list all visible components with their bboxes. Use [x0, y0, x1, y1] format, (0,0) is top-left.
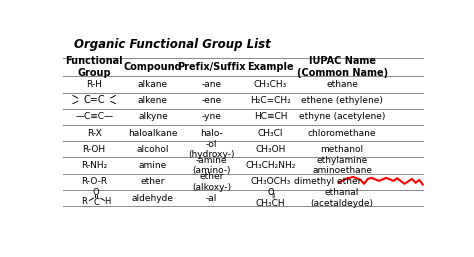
Text: halo-: halo-: [201, 129, 223, 138]
Text: -ol
(hydroxy-): -ol (hydroxy-): [189, 140, 235, 159]
Text: CH₃CH: CH₃CH: [255, 199, 285, 208]
Text: O: O: [267, 188, 274, 197]
Text: R-NH₂: R-NH₂: [81, 161, 107, 170]
Text: -al: -al: [206, 194, 218, 203]
Text: alkene: alkene: [138, 96, 168, 105]
Text: H: H: [104, 197, 110, 206]
Text: dimethyl ether: dimethyl ether: [294, 177, 361, 186]
Text: C=C: C=C: [83, 95, 105, 105]
Text: ethanal
(acetaldeyde): ethanal (acetaldeyde): [310, 188, 374, 208]
Text: R: R: [81, 197, 87, 206]
Text: alkyne: alkyne: [138, 112, 168, 121]
Text: -yne: -yne: [202, 112, 222, 121]
Text: Organic Functional Group List: Organic Functional Group List: [74, 38, 271, 51]
Text: R-OH: R-OH: [82, 145, 106, 154]
Text: ||: ||: [271, 192, 275, 198]
Text: CH₃OCH₃: CH₃OCH₃: [250, 177, 291, 186]
Text: CH₃OH: CH₃OH: [255, 145, 286, 154]
Text: haloalkane: haloalkane: [128, 129, 178, 138]
Text: Prefix/Suffix: Prefix/Suffix: [177, 62, 246, 72]
Text: R-O-R: R-O-R: [81, 177, 107, 186]
Text: -amine
(amino-): -amine (amino-): [192, 156, 231, 175]
Text: CH₃Cl: CH₃Cl: [258, 129, 283, 138]
Text: CH₃CH₃: CH₃CH₃: [254, 80, 287, 89]
Text: ethyne (acetylene): ethyne (acetylene): [299, 112, 385, 121]
Text: methanol: methanol: [320, 145, 364, 154]
Text: Compound: Compound: [124, 62, 182, 72]
Text: O: O: [93, 188, 99, 197]
Text: -ane: -ane: [201, 80, 222, 89]
Text: H₂C=CH₂: H₂C=CH₂: [250, 96, 291, 105]
Text: ether: ether: [141, 177, 165, 186]
Text: alcohol: alcohol: [137, 145, 169, 154]
Text: alkane: alkane: [138, 80, 168, 89]
Text: amine: amine: [139, 161, 167, 170]
Text: ethene (ethylene): ethene (ethylene): [301, 96, 383, 105]
Text: Functional
Group: Functional Group: [65, 56, 123, 78]
Text: C: C: [93, 198, 99, 207]
Text: chloromethane: chloromethane: [308, 129, 376, 138]
Text: ethane: ethane: [326, 80, 358, 89]
Text: R-X: R-X: [87, 129, 101, 138]
Text: IUPAC Name
(Common Name): IUPAC Name (Common Name): [297, 56, 388, 78]
Text: CH₃CH₂NH₂: CH₃CH₂NH₂: [245, 161, 296, 170]
Text: ether
(alkoxy-): ether (alkoxy-): [192, 172, 231, 191]
Text: ethylamine
aminoethane: ethylamine aminoethane: [312, 156, 372, 175]
Text: HC≡CH: HC≡CH: [254, 112, 287, 121]
Text: Example: Example: [247, 62, 294, 72]
Text: aldehyde: aldehyde: [132, 194, 174, 203]
Text: -ene: -ene: [201, 96, 222, 105]
Text: R-H: R-H: [86, 80, 102, 89]
Text: —C≡C—: —C≡C—: [75, 112, 113, 121]
